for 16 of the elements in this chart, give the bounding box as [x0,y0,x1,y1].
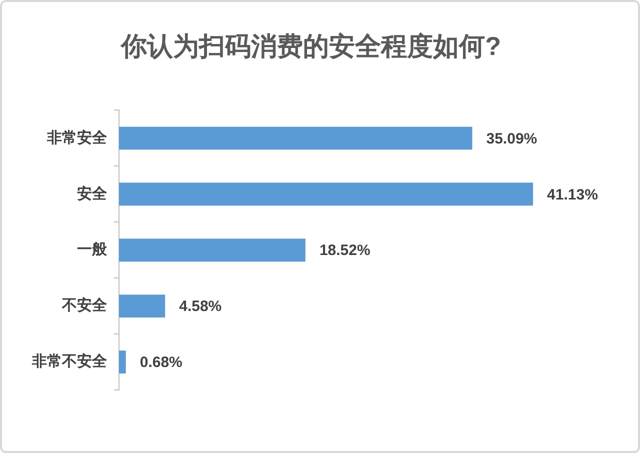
bar [119,182,534,206]
y-tick-label: 非常不安全 [31,352,108,370]
y-tick-label: 非常安全 [46,128,108,146]
data-label: 4.58% [179,298,222,316]
data-label: 0.68% [140,354,182,372]
y-tick-label: 不安全 [61,296,108,314]
y-tick-label: 安全 [77,184,108,202]
bar [119,294,166,318]
data-label: 35.09% [486,130,538,148]
chart-title: 你认为扫码消费的安全程度如何? [120,30,501,61]
bar [119,126,472,150]
data-label: 18.52% [319,242,370,260]
bar [119,238,306,262]
data-label: 41.13% [547,186,598,204]
bar [119,350,126,374]
y-tick-label: 一般 [77,241,108,258]
